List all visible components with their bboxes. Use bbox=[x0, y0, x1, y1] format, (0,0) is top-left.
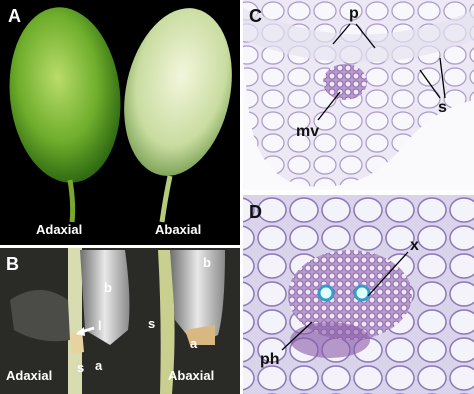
annotation: mv bbox=[296, 123, 319, 140]
annotation: Abaxial bbox=[168, 368, 214, 383]
annotation: p bbox=[349, 5, 359, 22]
panel-d: D x ph bbox=[243, 195, 474, 394]
annotation: a bbox=[190, 336, 198, 351]
annotation: x bbox=[410, 237, 419, 254]
panel-c: C p s mv bbox=[243, 0, 474, 190]
annotation: l bbox=[98, 318, 102, 333]
annotation: Abaxial bbox=[155, 222, 201, 237]
panel-b: B b l s a b s a Adaxial Abaxial bbox=[0, 248, 240, 394]
annotation: b bbox=[203, 255, 211, 270]
annotation: s bbox=[148, 316, 155, 331]
panel-label: A bbox=[8, 6, 21, 26]
annotation: s bbox=[438, 99, 447, 116]
annotation: Adaxial bbox=[36, 222, 82, 237]
annotation: b bbox=[104, 280, 112, 295]
annotation: s bbox=[77, 360, 84, 375]
annotation: a bbox=[95, 358, 103, 373]
annotation: Adaxial bbox=[6, 368, 52, 383]
panel-a: A Adaxial Abaxial bbox=[0, 0, 240, 245]
annotation: ph bbox=[260, 351, 280, 368]
panel-label: C bbox=[249, 6, 262, 26]
panel-label: B bbox=[6, 254, 19, 274]
panel-label: D bbox=[249, 202, 262, 222]
